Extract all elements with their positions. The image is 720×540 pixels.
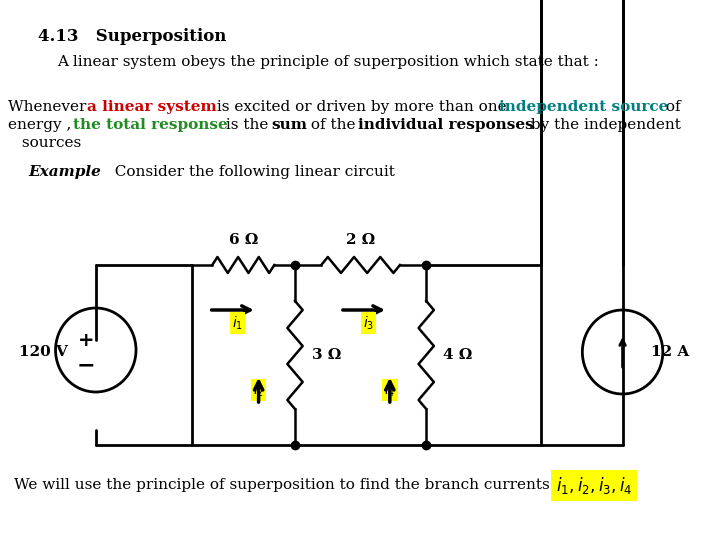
Text: sources: sources [17,136,81,150]
Text: independent source: independent source [498,100,668,114]
Text: 120 V: 120 V [19,345,68,359]
Text: 12 A: 12 A [652,345,690,359]
Text: We will use the principle of superposition to find the branch currents: We will use the principle of superpositi… [14,478,550,492]
Text: a linear system: a linear system [87,100,217,114]
Text: $i_1, i_2, i_3, i_4$: $i_1, i_2, i_3, i_4$ [556,475,632,496]
Text: Consider the following linear circuit: Consider the following linear circuit [105,165,395,179]
Text: 6 Ω: 6 Ω [229,233,258,247]
Text: sum: sum [271,118,307,132]
Text: energy ,: energy , [8,118,76,132]
Text: the total response: the total response [73,118,228,132]
Text: individual responses: individual responses [358,118,534,132]
Text: 4 Ω: 4 Ω [444,348,473,362]
Text: of the: of the [306,118,360,132]
Text: $i_1$: $i_1$ [232,314,243,332]
Text: +: + [78,330,94,349]
Text: $i_2$: $i_2$ [253,381,264,399]
Text: is excited or driven by more than one: is excited or driven by more than one [212,100,511,114]
Text: $i_4$: $i_4$ [384,381,395,399]
Text: is the: is the [221,118,274,132]
Text: Example: Example [29,165,102,179]
Text: 3 Ω: 3 Ω [312,348,341,362]
Text: 2 Ω: 2 Ω [346,233,375,247]
Text: $i_3$: $i_3$ [363,314,374,332]
Text: Whenever: Whenever [8,100,91,114]
Text: of: of [661,100,680,114]
Text: −: − [77,355,96,375]
Text: A linear system obeys the principle of superposition which state that :: A linear system obeys the principle of s… [58,55,599,69]
Text: by the independent: by the independent [526,118,681,132]
Text: 4.13   Superposition: 4.13 Superposition [38,28,227,45]
